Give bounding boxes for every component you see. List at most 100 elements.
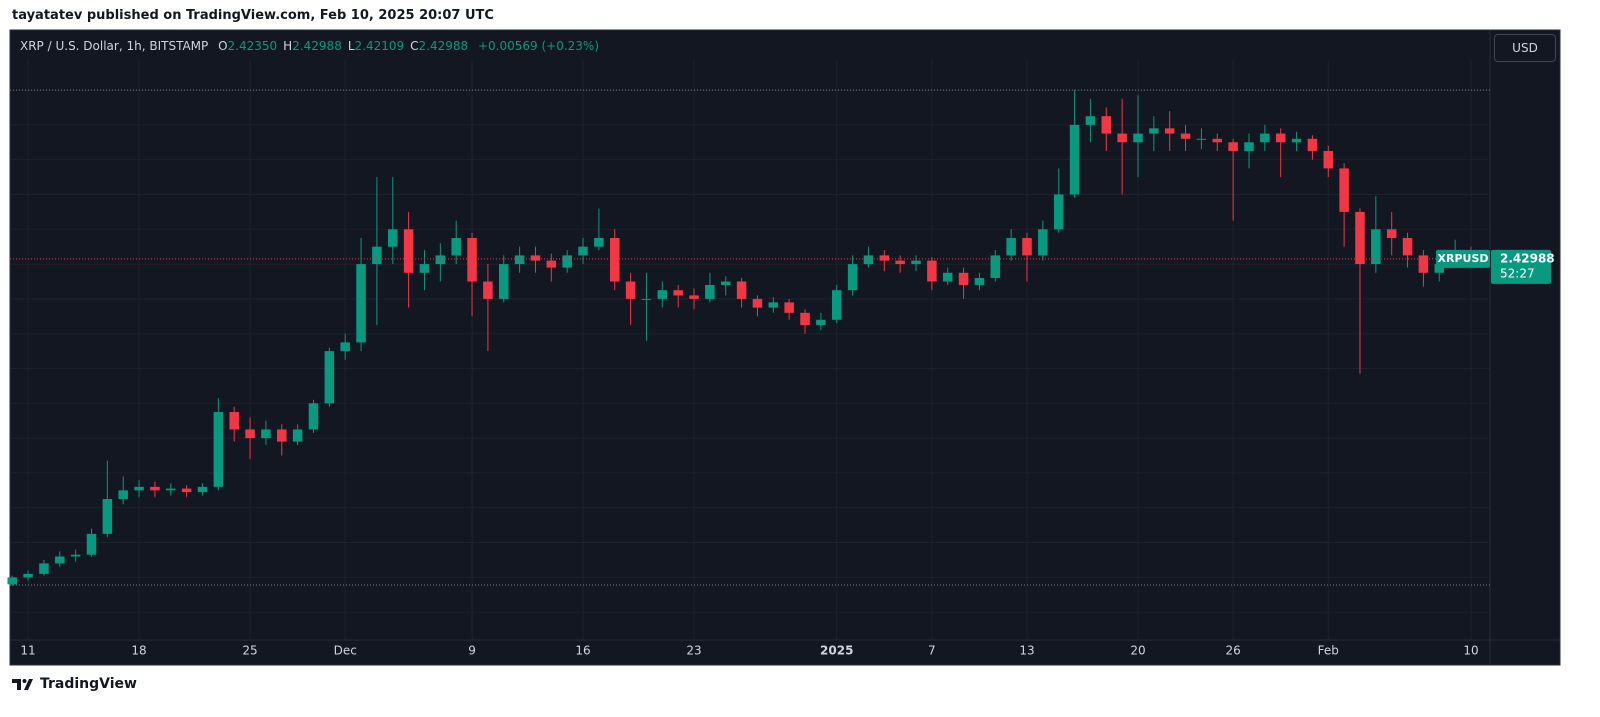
chart-frame — [9, 29, 1561, 666]
candle-body — [181, 488, 192, 493]
candle-body — [863, 255, 874, 265]
candle-body — [166, 488, 176, 491]
ohlc-label: L — [347, 39, 355, 53]
ohlc-label: H — [283, 39, 293, 53]
candle-body — [356, 264, 366, 343]
countdown: 52:27 — [1500, 266, 1535, 280]
candle-body — [530, 255, 541, 261]
candle-body — [1133, 133, 1143, 143]
candle-body — [847, 264, 858, 291]
logo — [12, 679, 33, 690]
candle-body — [768, 302, 779, 308]
footer: TradingView — [12, 676, 137, 692]
candle-body — [324, 351, 335, 404]
candle-body — [419, 264, 430, 273]
symbol-tag-label: XRPUSD — [1438, 252, 1489, 265]
candle-body — [625, 281, 636, 299]
candle-body — [23, 573, 33, 578]
candle-body — [1149, 128, 1159, 134]
x-tick-label: 9 — [468, 644, 476, 658]
brand: TradingView — [40, 676, 137, 692]
candle-body — [1085, 116, 1096, 125]
candle-body — [752, 298, 763, 308]
ohlc-label: C — [410, 39, 419, 53]
change: +0.00569 (+0.23%) — [477, 39, 600, 53]
candle-body — [451, 237, 461, 256]
candle-body — [1180, 133, 1191, 139]
candle-body — [388, 229, 398, 247]
candle-body — [1291, 138, 1302, 143]
ohlc-label: O — [218, 39, 228, 53]
candle-body — [1164, 128, 1175, 134]
x-tick-label: 23 — [686, 644, 701, 658]
candle-body — [594, 237, 604, 247]
candle-body — [816, 319, 826, 326]
candle-body — [55, 556, 65, 564]
legend: XRP / U.S. Dollar, 1h, BITSTAMP O2.42350… — [20, 39, 599, 53]
candle-body — [118, 490, 128, 500]
candle-body — [1228, 142, 1238, 151]
candle-body — [911, 260, 921, 265]
candle-body — [879, 255, 890, 261]
candle-body — [1212, 138, 1223, 143]
candle-body — [942, 272, 953, 282]
candle-body — [245, 429, 255, 439]
x-tick-label: Feb — [1318, 644, 1339, 658]
candle-body — [831, 290, 842, 320]
candle-body — [70, 554, 81, 557]
candle-body — [39, 563, 49, 574]
x-tick-label: 11 — [20, 644, 35, 658]
candle-body — [720, 281, 731, 285]
x-tick-label: Dec — [334, 644, 357, 658]
ohlc-value: 2.42988 — [418, 39, 469, 53]
price-tag-value: 2.42988 — [1500, 251, 1555, 265]
candle-body — [784, 302, 794, 313]
candle-body — [514, 255, 525, 265]
candle-body — [609, 237, 620, 282]
x-tick-label: 2025 — [820, 644, 853, 658]
x-tick-label: 20 — [1130, 644, 1145, 658]
candle-body — [895, 260, 905, 265]
ohlc-value: 2.42109 — [354, 39, 405, 53]
price-tag — [1491, 249, 1551, 284]
candle-body — [134, 486, 144, 491]
candle-body — [277, 429, 287, 442]
candle-body — [657, 290, 668, 299]
candle-body — [1117, 133, 1127, 143]
candle-body — [7, 577, 17, 585]
candle-body — [1386, 229, 1397, 238]
candle-body — [1355, 211, 1365, 265]
candle-body — [641, 298, 652, 300]
x-tick-label: 16 — [575, 644, 590, 658]
candle-body — [1006, 237, 1016, 256]
candle-body — [578, 246, 588, 256]
x-tick-label: 13 — [1019, 644, 1034, 658]
ohlc-value: 2.42988 — [292, 39, 342, 53]
candle-body — [1069, 124, 1080, 195]
candle-body — [102, 499, 113, 534]
candle-body — [1260, 133, 1270, 143]
candle-body — [229, 412, 239, 430]
currency-button[interactable]: USD — [1494, 34, 1556, 62]
candle-body — [927, 260, 937, 282]
candle-body — [546, 260, 557, 268]
candle-body — [736, 281, 747, 299]
candle-body — [1434, 264, 1445, 273]
candle-body — [673, 290, 683, 296]
candle-body — [1402, 237, 1413, 256]
candle-body — [150, 486, 160, 491]
candle-body — [1101, 116, 1112, 134]
candle-body — [292, 429, 303, 442]
candle-body — [1053, 194, 1064, 230]
x-tick-label: 25 — [242, 644, 257, 658]
candle-body — [689, 295, 699, 299]
candle-body — [435, 255, 446, 265]
candle-body — [498, 264, 509, 299]
publisher: tayatatev published on TradingView.com, … — [12, 8, 494, 23]
candle-body — [1038, 229, 1048, 256]
candle-body — [1022, 237, 1032, 256]
candle-body — [1323, 150, 1334, 169]
candle-body — [1371, 229, 1381, 265]
candle-body — [562, 255, 572, 268]
